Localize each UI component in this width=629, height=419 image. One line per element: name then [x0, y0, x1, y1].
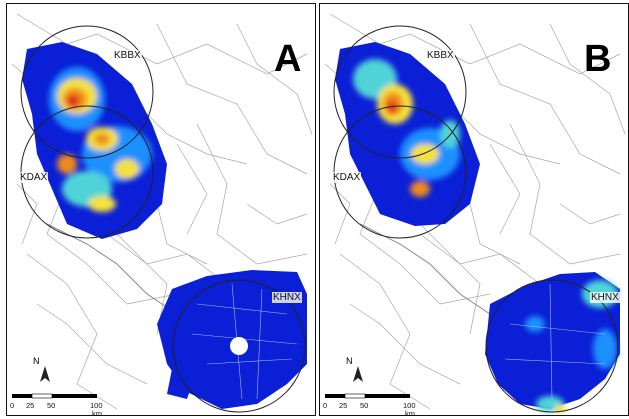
- panel-a-map: [11, 13, 313, 413]
- scale-bar-labels: 0 25 50 100 km: [320, 401, 460, 416]
- kdax-label: KDAX: [19, 172, 49, 183]
- scale-tick-label: 25: [26, 401, 35, 410]
- khnx-range-ring: [172, 279, 306, 413]
- panel-b-label: B: [584, 38, 612, 80]
- scale-tick-label: 100: [403, 401, 416, 410]
- kbbx-range-ring: [333, 25, 467, 159]
- scale-tick-label: 50: [47, 401, 56, 410]
- scale-unit-label: km: [92, 409, 102, 416]
- precip-coverage-north: [335, 42, 480, 226]
- north-arrow-icon: [353, 366, 363, 382]
- panel-b: B KBBX KDAX KHNX N 0 25 50 100 km: [319, 3, 629, 416]
- kbbx-label: KBBX: [426, 50, 455, 61]
- scale-tick-label: 50: [360, 401, 369, 410]
- north-label: N: [33, 356, 40, 366]
- north-arrow-icon: [40, 366, 50, 382]
- kdax-label: KDAX: [332, 172, 362, 183]
- scale-tick-label: 0: [323, 401, 328, 410]
- precip-coverage-north: [22, 42, 167, 239]
- scale-unit-label: km: [405, 409, 415, 416]
- scale-bar: [325, 393, 410, 399]
- scale-tick-label: 0: [10, 401, 15, 410]
- scale-tick-label: 25: [339, 401, 348, 410]
- khnx-label: KHNX: [590, 292, 620, 303]
- kbbx-range-ring: [20, 25, 154, 159]
- khnx-label: KHNX: [272, 292, 302, 303]
- kbbx-label: KBBX: [113, 50, 142, 61]
- north-label: N: [346, 356, 353, 366]
- panel-b-map: [324, 13, 626, 413]
- panel-a-label: A: [274, 38, 302, 80]
- khnx-range-ring: [485, 279, 619, 413]
- scale-bar: [12, 393, 97, 399]
- panel-a: A KBBX KDAX KHNX N 0 25 50 100 km: [6, 3, 316, 416]
- precip-coverage-south: [157, 270, 307, 409]
- scale-bar-labels: 0 25 50 100 km: [7, 401, 147, 416]
- scale-tick-label: 100: [90, 401, 103, 410]
- radar-range-rings: [20, 25, 306, 413]
- precip-coverage-south: [485, 272, 620, 413]
